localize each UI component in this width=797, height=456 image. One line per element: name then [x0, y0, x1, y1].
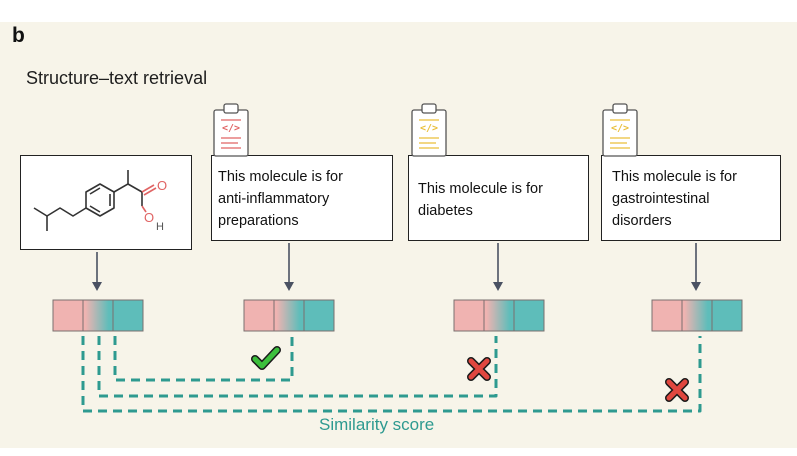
description-line: gastrointestinal: [612, 191, 710, 207]
check-icon: [251, 346, 281, 370]
clipboard-red-icon: </>: [213, 103, 249, 157]
similarity-score-label: Similarity score: [319, 415, 435, 434]
panel-letter: b: [12, 24, 25, 47]
description-box-2: [408, 155, 589, 241]
description-box-1: [211, 155, 393, 241]
atom-hydrogen: H: [156, 221, 164, 233]
cross-icon: [467, 357, 491, 381]
embedding-text-2: [453, 299, 545, 332]
description-line: anti-inflammatory: [218, 191, 330, 207]
embedding-text-3: [651, 299, 743, 332]
description-line: This molecule is for: [612, 169, 737, 185]
embedding-text-1: [243, 299, 335, 332]
molecule-structure-box: [20, 155, 192, 250]
code-glyph: </>: [420, 123, 438, 134]
similarity-connectors: [81, 336, 702, 413]
clipboard-yellow-icon: </>: [411, 103, 447, 157]
description-box-3: [601, 155, 781, 241]
description-text-2: This molecule is for diabetes: [418, 178, 598, 222]
atom-oxygen-bottom: O: [144, 210, 154, 225]
connector-1: [113, 336, 294, 382]
description-line: diabetes: [418, 203, 473, 219]
molecule-drawing: [33, 170, 157, 231]
description-text-3: This molecule is for gastrointestinal di…: [612, 166, 792, 232]
arrows: [92, 243, 701, 291]
description-line: This molecule is for: [218, 169, 343, 185]
description-text-1: This molecule is for anti-inflammatory p…: [218, 166, 398, 232]
panel-title: Structure–text retrieval: [26, 68, 208, 88]
connector-2: [97, 336, 498, 398]
atom-oxygen-top: O: [157, 178, 167, 193]
cross-icon: [665, 378, 689, 402]
clipboard-yellow-icon: </>: [602, 103, 638, 157]
embedding-molecule: [52, 299, 144, 332]
code-glyph: </>: [611, 123, 629, 134]
description-line: This molecule is for: [418, 181, 543, 197]
description-line: disorders: [612, 213, 672, 229]
description-line: preparations: [218, 213, 299, 229]
connector-3: [81, 336, 702, 413]
code-glyph: </>: [222, 123, 240, 134]
